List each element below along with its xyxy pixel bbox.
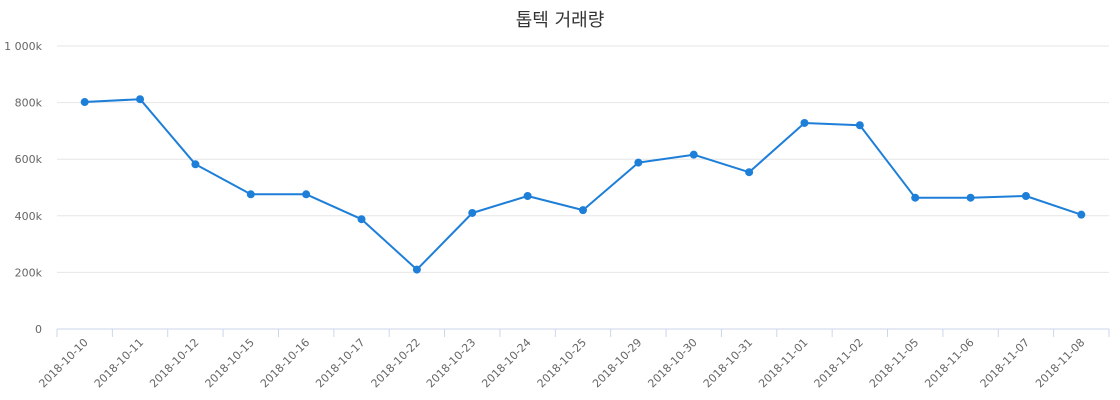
- data-point: [1021, 191, 1030, 200]
- y-tick-label: 400k: [15, 210, 43, 223]
- x-tick-label: 2018-11-05: [867, 336, 921, 390]
- y-tick-label: 800k: [15, 97, 43, 110]
- data-point: [246, 190, 255, 199]
- x-tick-label: 2018-10-25: [535, 336, 589, 390]
- data-point: [855, 121, 864, 130]
- x-tick-label: 2018-10-31: [701, 336, 755, 390]
- x-tick-label: 2018-11-06: [922, 336, 976, 390]
- x-tick-label: 2018-11-08: [1033, 336, 1087, 390]
- series-line: [84, 98, 1082, 271]
- x-tick-label: 2018-10-23: [424, 336, 478, 390]
- x-tick-label: 2018-10-30: [645, 336, 699, 390]
- data-point: [523, 191, 532, 200]
- data-point: [800, 118, 809, 127]
- data-point: [191, 160, 200, 169]
- data-point: [911, 193, 920, 202]
- y-tick-label: 0: [35, 323, 42, 336]
- x-tick-label: 2018-11-02: [812, 336, 866, 390]
- x-tick-label: 2018-10-17: [313, 336, 367, 390]
- x-tick-label: 2018-10-12: [147, 336, 201, 390]
- x-tick-label: 2018-10-24: [479, 336, 533, 390]
- y-tick-label: 1 000k: [4, 40, 42, 53]
- data-point: [634, 158, 643, 167]
- data-point: [136, 95, 145, 104]
- data-point: [80, 98, 89, 107]
- y-tick-label: 200k: [15, 266, 43, 279]
- x-tick-label: 2018-10-11: [92, 336, 146, 390]
- x-tick-label: 2018-10-10: [36, 336, 90, 390]
- data-point: [966, 193, 975, 202]
- x-tick-label: 2018-11-01: [756, 336, 810, 390]
- y-tick-label: 600k: [15, 153, 43, 166]
- x-tick-label: 2018-11-07: [978, 336, 1032, 390]
- x-tick-label: 2018-10-16: [258, 336, 312, 390]
- data-point: [302, 190, 311, 199]
- x-tick-label: 2018-10-15: [203, 336, 257, 390]
- x-tick-label: 2018-10-29: [590, 336, 644, 390]
- data-point: [412, 265, 421, 274]
- chart-title: 톱텍 거래량: [515, 10, 605, 31]
- x-tick-label: 2018-10-22: [369, 336, 423, 390]
- data-point: [357, 215, 366, 224]
- data-point: [579, 206, 587, 215]
- data-point: [745, 168, 754, 177]
- data-point: [1077, 210, 1086, 219]
- data-point: [689, 150, 698, 159]
- data-point: [468, 208, 477, 217]
